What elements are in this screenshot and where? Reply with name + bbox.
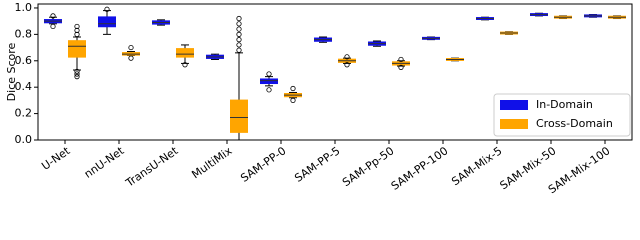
outlier <box>74 74 80 80</box>
outlier <box>398 56 404 63</box>
outlier <box>266 71 272 77</box>
outlier <box>128 55 134 61</box>
legend-label: In-Domain <box>536 98 593 111</box>
outlier <box>236 42 242 48</box>
outlier <box>74 71 80 77</box>
y-tick-label: 0.8 <box>15 27 33 40</box>
legend: In-Domain Cross-Domain <box>493 93 631 137</box>
y-tick-label: 1.0 <box>15 1 33 14</box>
y-axis-label: Dice Score <box>5 42 18 101</box>
outlier <box>74 31 80 37</box>
box <box>230 99 248 133</box>
outlier <box>74 68 80 74</box>
outlier <box>104 6 110 12</box>
box <box>260 78 278 85</box>
box <box>98 16 116 28</box>
box <box>68 40 86 58</box>
outlier <box>236 47 242 53</box>
x-tick-label: TransU-Net <box>123 144 181 190</box>
outlier <box>74 23 80 30</box>
y-tick-label: 0.2 <box>15 107 33 120</box>
outlier <box>344 54 350 60</box>
outlier <box>50 13 56 19</box>
outlier <box>236 26 242 32</box>
outlier <box>290 97 296 103</box>
x-tick-label: SAM-PP-0 <box>238 144 288 185</box>
outlier <box>50 23 56 30</box>
y-tick-label: 0.6 <box>15 54 33 67</box>
x-tick-label: MultiMix <box>189 144 234 181</box>
y-tick-label: 0.0 <box>15 133 33 146</box>
outlier <box>182 62 188 68</box>
legend-swatch <box>500 119 528 129</box>
x-tick-label: SAM-PP-100 <box>389 144 451 193</box>
x-tick-label: SAM-PP-5 <box>292 144 342 185</box>
y-tick-label: 0.4 <box>15 80 33 93</box>
legend-label: Cross-Domain <box>536 117 613 130</box>
outlier <box>266 87 272 93</box>
outlier <box>74 27 80 34</box>
x-tick-label: U-Net <box>39 144 73 173</box>
x-tick-label: SAM-Mix-5 <box>449 144 504 188</box>
x-tick-label: nnU-Net <box>82 144 127 181</box>
box <box>176 48 194 58</box>
outlier <box>236 21 242 27</box>
outlier <box>236 37 242 43</box>
outlier <box>344 62 350 68</box>
outlier <box>236 15 242 22</box>
outlier <box>398 64 404 70</box>
outlier <box>290 85 296 92</box>
chart: Dice Score 0.0 0.2 0.4 0.6 0.8 1.0 U-Net nnU-Ne… <box>5 1 633 196</box>
outlier <box>128 44 134 51</box>
outlier <box>236 31 242 37</box>
legend-swatch <box>500 100 528 110</box>
